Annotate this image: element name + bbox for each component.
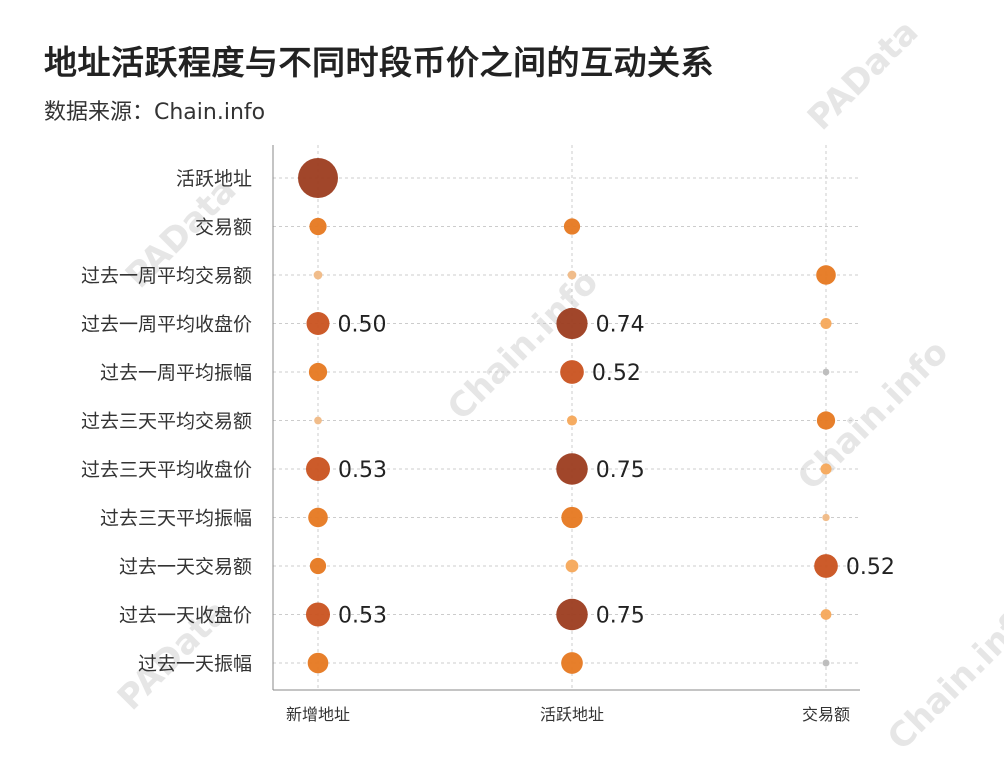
y-tick-label: 过去三天平均收盘价 xyxy=(81,459,252,481)
bubble-point xyxy=(567,270,577,280)
bubble-point xyxy=(822,659,830,667)
data-label: 0.50 xyxy=(338,313,387,338)
data-label: 0.53 xyxy=(338,458,387,483)
data-label: 0.75 xyxy=(596,604,645,629)
data-label: 0.53 xyxy=(338,604,387,629)
bubble-point xyxy=(560,360,584,384)
bubble-point xyxy=(556,598,588,631)
x-tick-label: 交易额 xyxy=(802,705,850,724)
bubble-point xyxy=(308,362,328,382)
bubble-point xyxy=(307,652,329,674)
bubble-point xyxy=(816,265,836,285)
bubble-point xyxy=(309,217,327,236)
data-label: 0.75 xyxy=(596,458,645,483)
bubble-point xyxy=(308,507,328,528)
bubble-point xyxy=(566,415,578,426)
x-tick-label: 新增地址 xyxy=(286,705,350,724)
bubble-point xyxy=(822,368,830,376)
data-label: 0.52 xyxy=(846,555,895,580)
bubble-chart: 活跃地址交易额过去一周平均交易额过去一周平均收盘价过去一周平均振幅过去三天平均交… xyxy=(81,145,895,724)
bubble-point xyxy=(565,559,579,573)
y-tick-label: 过去一周平均振幅 xyxy=(100,362,252,384)
bubble-point xyxy=(820,317,832,330)
chart-title: 地址活跃程度与不同时段币价之间的互动关系 xyxy=(44,43,714,82)
bubble-point xyxy=(309,557,327,575)
x-tick-label: 活跃地址 xyxy=(540,705,604,724)
bubble-point xyxy=(306,312,330,335)
data-label: 0.74 xyxy=(596,313,645,338)
y-tick-label: 过去三天平均交易额 xyxy=(81,411,252,433)
bubble-point xyxy=(305,602,331,627)
chart-subtitle: 数据来源：Chain.info xyxy=(44,100,266,125)
bubble-point xyxy=(563,218,581,235)
bubble-point xyxy=(561,652,583,674)
bubble-point xyxy=(822,513,830,522)
bubble-point xyxy=(313,270,323,280)
y-tick-label: 过去一周平均交易额 xyxy=(81,265,252,287)
bubble-point xyxy=(305,456,331,482)
y-tick-label: 过去一天振幅 xyxy=(138,653,252,675)
bubble-point xyxy=(816,411,836,430)
bubble-point xyxy=(314,416,322,425)
bubble-point xyxy=(820,609,832,620)
bubble-point xyxy=(814,554,838,578)
y-tick-label: 过去一天收盘价 xyxy=(119,605,252,627)
y-tick-label: 过去三天平均振幅 xyxy=(100,508,252,530)
bubble-point xyxy=(556,453,588,485)
y-tick-label: 过去一天交易额 xyxy=(119,556,252,578)
y-tick-label: 过去一周平均收盘价 xyxy=(81,314,252,336)
bubble-point xyxy=(298,158,338,198)
bubble-point xyxy=(556,307,588,340)
data-label: 0.52 xyxy=(592,361,641,386)
bubble-point xyxy=(820,463,832,475)
bubble-point xyxy=(561,506,583,529)
y-tick-label: 活跃地址 xyxy=(176,168,252,190)
y-tick-label: 交易额 xyxy=(195,217,252,239)
